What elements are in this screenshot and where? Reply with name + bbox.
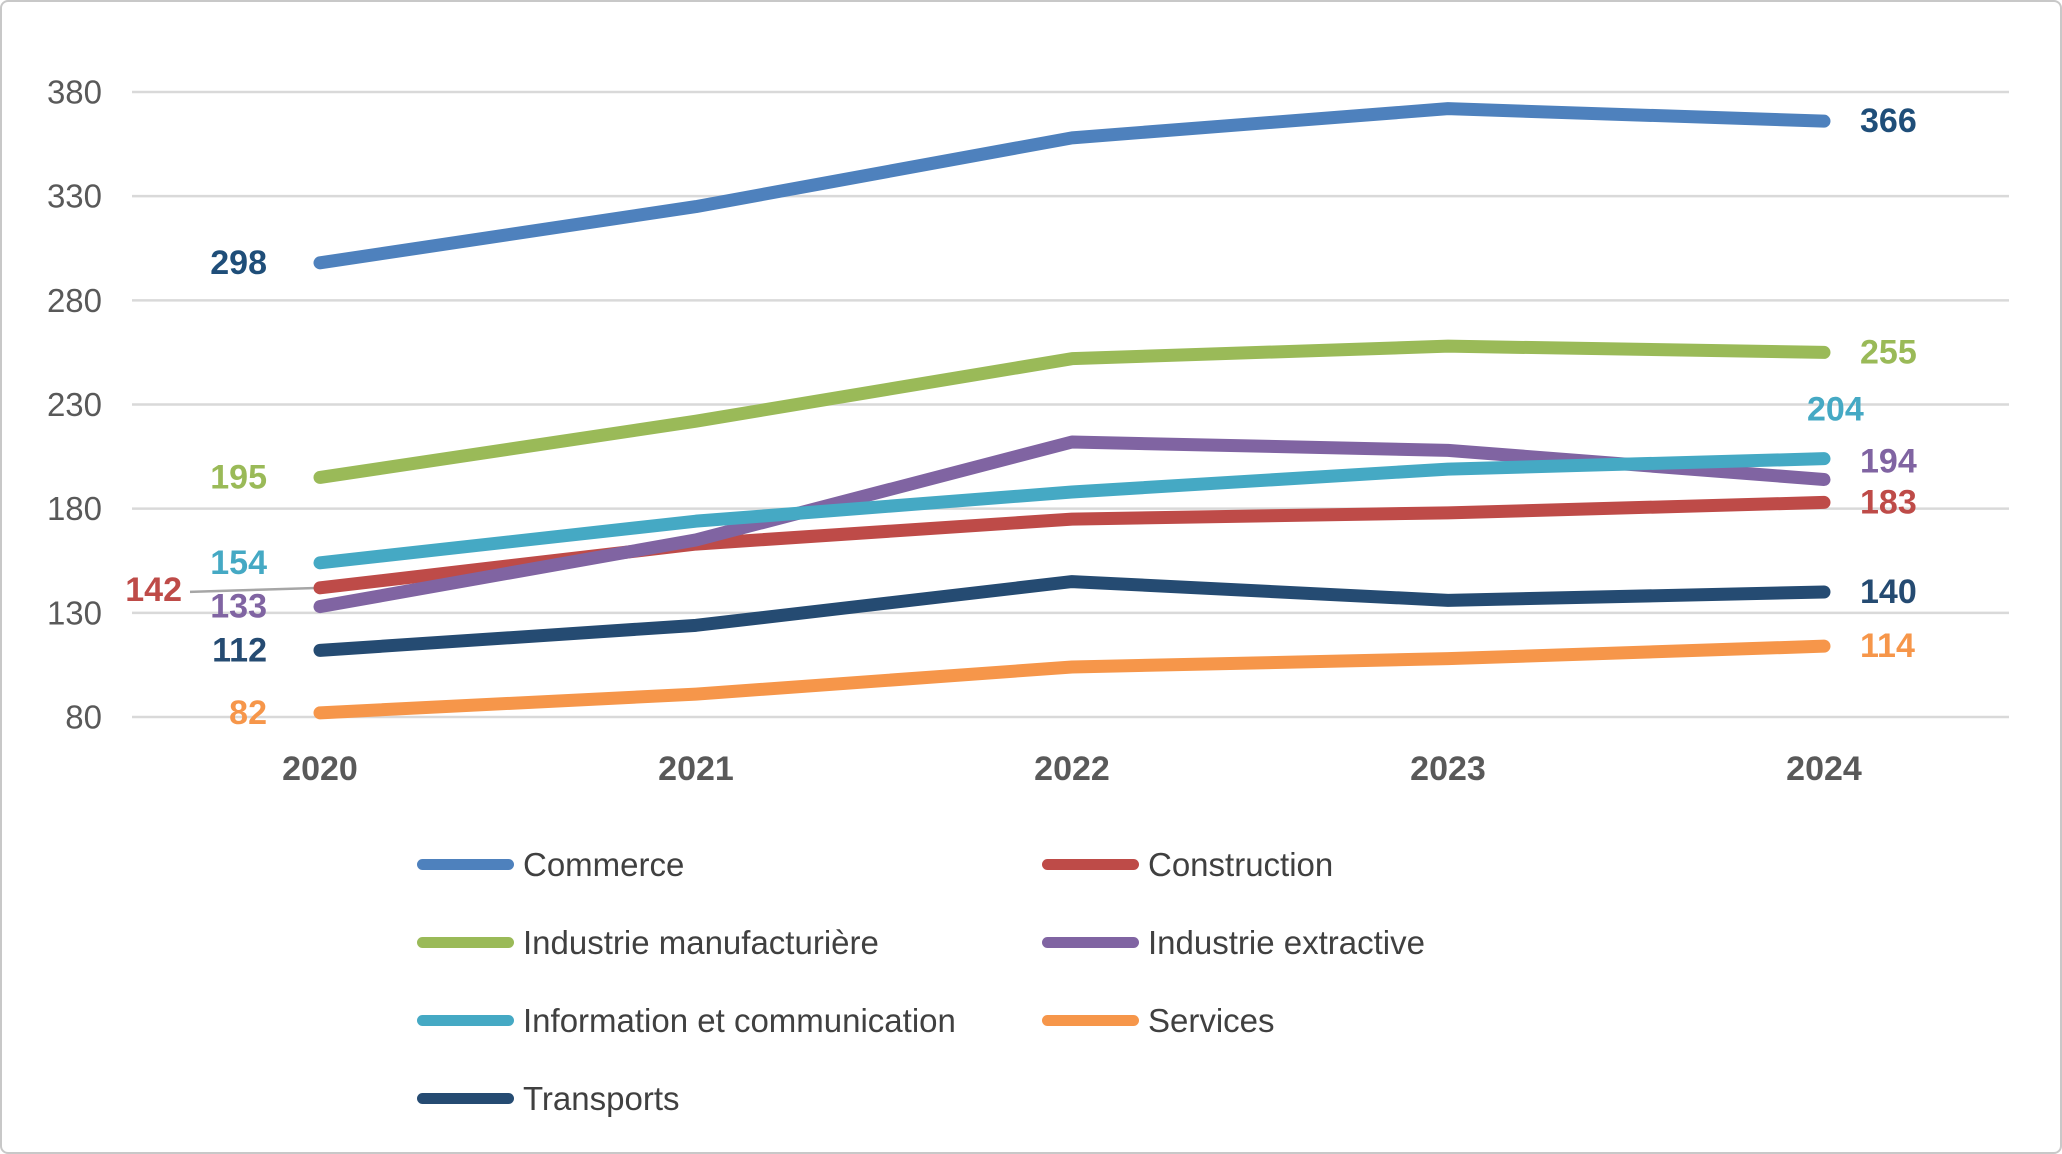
legend-swatch-information-et-communication	[417, 1014, 514, 1026]
x-tick-label-2023: 2023	[1410, 750, 1486, 788]
legend-label-transports: Transports	[523, 1079, 680, 1117]
data-label-end-construction: 183	[1860, 483, 1917, 521]
y-tick-label-330: 330	[47, 178, 102, 215]
legend-item-industrie-extractive: Industrie extractive	[1042, 903, 1425, 981]
y-tick-label-180: 180	[47, 490, 102, 527]
series-line-construction	[313, 495, 1831, 595]
legend-swatch-commerce	[417, 858, 514, 870]
legend-swatch-construction	[1042, 858, 1139, 870]
data-label-start-construction: 142	[125, 571, 182, 609]
legend-swatch-industrie-manufacturiere	[417, 936, 514, 948]
y-tick-label-230: 230	[47, 386, 102, 423]
x-tick-label-2022: 2022	[1034, 750, 1110, 788]
legend-swatch-services	[1042, 1014, 1139, 1026]
legend-label-commerce: Commerce	[523, 845, 685, 883]
legend-swatch-transports	[417, 1092, 514, 1104]
legend-label-industrie-extractive: Industrie extractive	[1148, 923, 1425, 961]
legend-item-industrie-manufacturiere: Industrie manufacturière	[417, 903, 1042, 981]
data-label-start-industrie-extractive: 133	[210, 588, 267, 626]
legend-label-services: Services	[1148, 1001, 1275, 1039]
y-tick-label-80: 80	[65, 699, 102, 736]
data-label-end-industrie-manufacturiere: 255	[1860, 333, 1917, 371]
legend-item-commerce: Commerce	[417, 825, 1042, 903]
data-label-start-services: 82	[229, 694, 267, 732]
legend-item-services: Services	[1042, 981, 1425, 1059]
data-label-start-transports: 112	[212, 631, 267, 669]
data-label-start-information-et-communication: 154	[210, 544, 267, 582]
chart-legend: Commerce Construction Industrie manufactur…	[417, 825, 1425, 1137]
data-label-end-transports: 140	[1860, 573, 1917, 611]
legend-swatch-industrie-extractive	[1042, 936, 1139, 948]
x-tick-label-2024: 2024	[1786, 750, 1862, 788]
data-label-end-information-et-communication: 204	[1807, 391, 1864, 429]
label-leader-line	[189, 586, 321, 594]
legend-label-construction: Construction	[1148, 845, 1334, 883]
legend-item-information-et-communication: Information et communication	[417, 981, 1042, 1059]
x-tick-label-2021: 2021	[658, 750, 734, 788]
data-label-start-industrie-manufacturiere: 195	[210, 458, 267, 496]
data-label-start-commerce: 298	[210, 244, 267, 282]
series-line-information-et-communication	[313, 452, 1831, 570]
legend-label-information-et-communication: Information et communication	[523, 1001, 956, 1039]
series-line-services	[313, 639, 1831, 720]
x-tick-label-2020: 2020	[282, 750, 358, 788]
legend-label-industrie-manufacturiere: Industrie manufacturière	[523, 923, 879, 961]
series-line-industrie-manufacturiere	[313, 339, 1831, 484]
y-tick-label-380: 380	[47, 74, 102, 111]
series-line-commerce	[313, 102, 1831, 270]
data-label-end-commerce: 366	[1860, 102, 1917, 140]
y-tick-label-280: 280	[47, 282, 102, 319]
data-label-end-industrie-extractive: 194	[1860, 443, 1917, 481]
series-line-transports	[313, 575, 1831, 657]
legend-item-transports: Transports	[417, 1059, 1042, 1137]
data-label-end-services: 114	[1860, 627, 1915, 665]
legend-item-construction: Construction	[1042, 825, 1425, 903]
y-tick-label-130: 130	[47, 594, 102, 631]
